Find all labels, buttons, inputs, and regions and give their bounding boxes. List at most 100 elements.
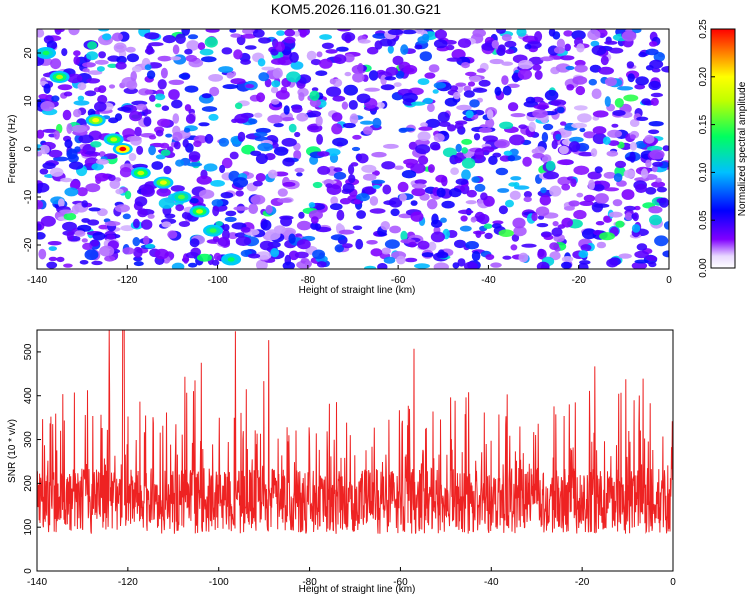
heatmap-noise-cell [503, 150, 513, 156]
heatmap-noise-cell [476, 68, 486, 73]
heatmap-noise-cell [426, 199, 438, 210]
heatmap-noise-cell [590, 148, 598, 157]
heatmap-noise-cell [636, 116, 649, 122]
heatmap-noise-cell [656, 186, 668, 193]
heatmap-noise-cell [511, 234, 520, 242]
heatmap-noise-cell [98, 29, 110, 32]
heatmap-noise-cell [196, 175, 212, 185]
heatmap-noise-cell [38, 93, 49, 100]
heatmap-noise-cell [427, 164, 435, 173]
heatmap-noise-cell [115, 61, 127, 70]
heatmap-noise-cell [510, 176, 522, 181]
heatmap-noise-cell [603, 187, 620, 192]
heatmap-noise-cell [309, 98, 321, 108]
heatmap-noise-cell [271, 58, 286, 65]
heatmap-noise-cell [178, 73, 190, 79]
heatmap-noise-cell [66, 73, 83, 84]
heatmap-noise-cell [461, 138, 473, 145]
heatmap-noise-cell [371, 179, 386, 184]
heatmap-noise-cell [144, 64, 152, 71]
heatmap-noise-cell [64, 187, 79, 197]
heatmap-noise-cell [472, 87, 488, 93]
heatmap-noise-cell [397, 181, 409, 193]
heatmap-noise-cell [458, 209, 474, 215]
heatmap-noise-cell [441, 176, 448, 187]
heatmap-noise-cell [502, 85, 512, 96]
heatmap-noise-cell [533, 104, 550, 110]
heatmap-noise-cell [588, 78, 597, 86]
heatmap-noise-cell [273, 123, 284, 128]
heatmap-noise-cell [296, 112, 309, 122]
heatmap-noise-cell [128, 153, 137, 161]
heatmap-noise-cell [204, 36, 218, 48]
heatmap-noise-cell [414, 44, 423, 50]
heatmap-noise-cell [104, 255, 116, 262]
heatmap-noise-cell [84, 90, 97, 97]
heatmap-noise-cell [341, 32, 356, 42]
heatmap-noise-cell [372, 184, 381, 189]
heatmap-noise-cell [98, 51, 106, 59]
heatmap-noise-cell [66, 123, 73, 134]
heatmap-noise-cell [417, 78, 430, 85]
heatmap-noise-cell [281, 137, 297, 147]
heatmap-y-tick-label: 0 [23, 146, 34, 152]
heatmap-noise-cell [107, 63, 118, 68]
heatmap-noise-cell [635, 183, 647, 193]
snr-y-axis: 0 100 200 300 400 500 [23, 343, 41, 574]
heatmap-noise-cell [478, 79, 491, 87]
heatmap-noise-cell [465, 200, 477, 205]
heatmap-noise-cell [257, 58, 266, 67]
heatmap-noise-cell [574, 59, 586, 67]
heatmap-ridge-core [92, 118, 100, 123]
heatmap-noise-cell [408, 241, 417, 248]
heatmap-noise-cell [156, 187, 171, 197]
heatmap-noise-cell [311, 87, 319, 92]
heatmap-noise-cell [583, 194, 596, 202]
heatmap-noise-cell [399, 127, 415, 132]
heatmap-noise-cell [283, 105, 290, 115]
heatmap-noise-cell [284, 29, 296, 37]
heatmap-noise-cell [37, 200, 44, 210]
heatmap-noise-cell [275, 41, 285, 53]
heatmap-noise-cell [466, 189, 477, 198]
heatmap-ridge-core [196, 209, 204, 214]
heatmap-noise-cell [417, 240, 430, 250]
heatmap-noise-cell [433, 133, 445, 143]
heatmap-noise-cell [436, 187, 446, 198]
heatmap-noise-cell [343, 53, 355, 63]
heatmap-noise-cell [495, 167, 509, 176]
heatmap-noise-cell [73, 100, 90, 106]
heatmap-noise-cell [460, 215, 468, 222]
heatmap-noise-cell [570, 178, 577, 188]
heatmap-noise-cell [649, 214, 662, 226]
heatmap-noise-cell [330, 203, 343, 211]
heatmap-noise-cell [360, 120, 374, 125]
heatmap-noise-cell [349, 113, 359, 125]
heatmap-noise-cell [309, 90, 320, 101]
heatmap-noise-cell [63, 263, 73, 268]
heatmap-noise-cell [368, 70, 379, 81]
heatmap-noise-cell [232, 177, 249, 188]
heatmap-noise-cell [470, 216, 477, 223]
heatmap-noise-cell [56, 256, 65, 263]
heatmap-noise-cell [74, 230, 86, 237]
heatmap-noise-cell [473, 133, 481, 141]
heatmap-noise-cell [592, 126, 607, 135]
heatmap-noise-cell [46, 261, 58, 269]
heatmap-noise-cell [252, 180, 263, 187]
heatmap-noise-cell [403, 158, 419, 166]
heatmap-noise-cell [172, 44, 180, 55]
heatmap-noise-cell [144, 109, 152, 115]
heatmap-noise-cell [296, 172, 303, 177]
heatmap-noise-cell [419, 51, 432, 62]
heatmap-noise-cell [222, 224, 230, 231]
heatmap-noise-cell [148, 145, 157, 156]
snr-y-tick-label: 500 [23, 343, 34, 360]
heatmap-noise-cell [400, 44, 409, 55]
heatmap-noise-cell [304, 260, 312, 267]
heatmap-noise-cell [197, 42, 206, 51]
colorbar-tick-label: 0.05 [698, 210, 709, 230]
heatmap-noise-cell [288, 123, 297, 133]
heatmap-noise-cell [510, 113, 526, 118]
heatmap-noise-cell [490, 262, 502, 268]
